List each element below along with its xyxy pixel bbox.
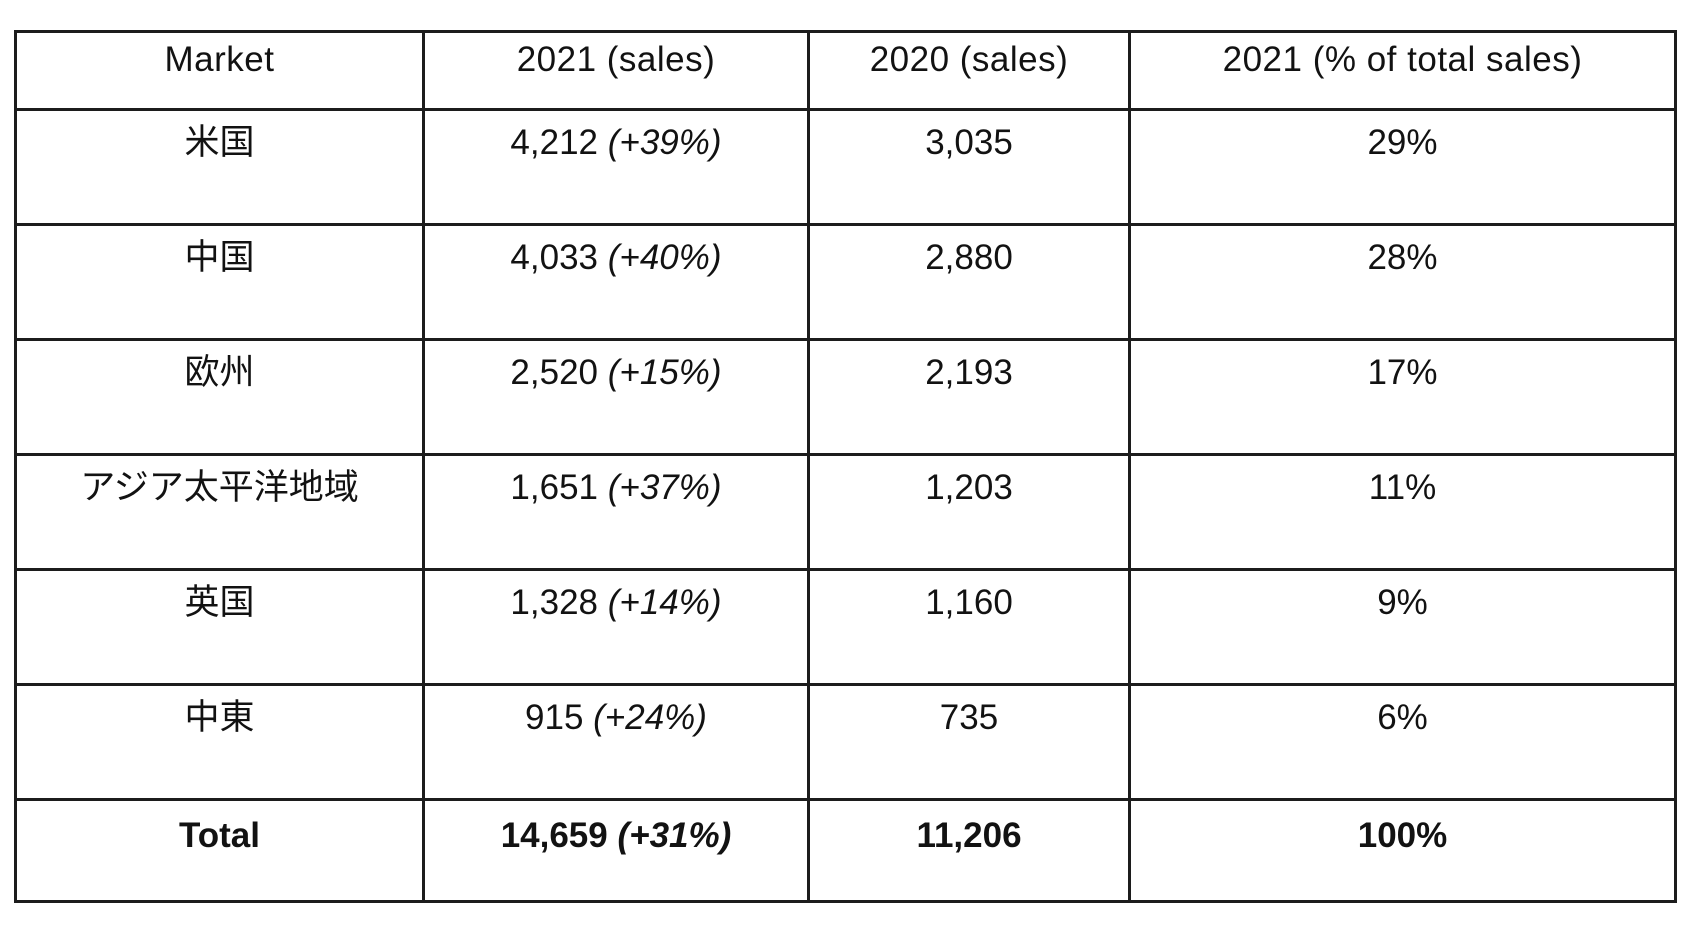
total-sales-2021-cell: 14,659 (+31%) bbox=[422, 798, 810, 903]
sales-2020-cell: 2,193 bbox=[807, 338, 1131, 456]
market-cell: 米国 bbox=[14, 108, 425, 226]
pct-total-cell: 28% bbox=[1128, 223, 1677, 341]
sales-2021-value: 2,520 bbox=[510, 353, 599, 392]
sales-2020-cell: 735 bbox=[807, 683, 1131, 801]
sales-2021-value: 1,328 bbox=[510, 583, 599, 622]
change-2021-value: (+24%) bbox=[593, 698, 707, 737]
market-cell: 欧州 bbox=[14, 338, 425, 456]
pct-total-cell: 29% bbox=[1128, 108, 1677, 226]
table-row-uk: 英国 1,328 (+14%) 1,160 9% bbox=[14, 568, 1677, 686]
sales-2021-cell: 915 (+24%) bbox=[422, 683, 810, 801]
column-header-market: Market bbox=[14, 30, 425, 111]
change-2021-value: (+39%) bbox=[607, 123, 722, 162]
sales-2020-cell: 3,035 bbox=[807, 108, 1131, 226]
page: Market 2021 (sales) 2020 (sales) 2021 (%… bbox=[0, 30, 1688, 945]
table-row-us: 米国 4,212 (+39%) 3,035 29% bbox=[14, 108, 1677, 226]
change-2021-value: (+15%) bbox=[607, 353, 722, 392]
sales-2021-cell: 1,651 (+37%) bbox=[422, 453, 810, 571]
column-header-2021-pct-of-total: 2021 (% of total sales) bbox=[1128, 30, 1677, 111]
market-cell: アジア太平洋地域 bbox=[14, 453, 425, 571]
column-header-2021-sales: 2021 (sales) bbox=[422, 30, 810, 111]
sales-2021-value: 4,033 bbox=[510, 238, 599, 277]
total-sales-2020-cell: 11,206 bbox=[807, 798, 1131, 903]
table-row-asia-pacific: アジア太平洋地域 1,651 (+37%) 1,203 11% bbox=[14, 453, 1677, 571]
total-change-2021-value: (+31%) bbox=[617, 816, 732, 855]
market-cell: 英国 bbox=[14, 568, 425, 686]
market-sales-table: Market 2021 (sales) 2020 (sales) 2021 (%… bbox=[14, 30, 1677, 903]
header-row: Market 2021 (sales) 2020 (sales) 2021 (%… bbox=[14, 30, 1677, 111]
table-row-total: Total 14,659 (+31%) 11,206 100% bbox=[14, 798, 1677, 903]
table-header: Market 2021 (sales) 2020 (sales) 2021 (%… bbox=[14, 30, 1677, 111]
column-header-2020-sales: 2020 (sales) bbox=[807, 30, 1131, 111]
sales-2021-cell: 1,328 (+14%) bbox=[422, 568, 810, 686]
table-row-china: 中国 4,033 (+40%) 2,880 28% bbox=[14, 223, 1677, 341]
change-2021-value: (+40%) bbox=[607, 238, 722, 277]
total-pct-cell: 100% bbox=[1128, 798, 1677, 903]
sales-2021-value: 1,651 bbox=[510, 468, 599, 507]
sales-2020-cell: 1,203 bbox=[807, 453, 1131, 571]
sales-2021-value: 4,212 bbox=[510, 123, 599, 162]
table-row-europe: 欧州 2,520 (+15%) 2,193 17% bbox=[14, 338, 1677, 456]
pct-total-cell: 17% bbox=[1128, 338, 1677, 456]
sales-2020-cell: 2,880 bbox=[807, 223, 1131, 341]
sales-2021-cell: 4,033 (+40%) bbox=[422, 223, 810, 341]
sales-2021-value: 915 bbox=[525, 698, 584, 737]
sales-2021-cell: 2,520 (+15%) bbox=[422, 338, 810, 456]
sales-2021-cell: 4,212 (+39%) bbox=[422, 108, 810, 226]
pct-total-cell: 9% bbox=[1128, 568, 1677, 686]
pct-total-cell: 11% bbox=[1128, 453, 1677, 571]
market-cell: 中国 bbox=[14, 223, 425, 341]
total-label-cell: Total bbox=[14, 798, 425, 903]
market-cell: 中東 bbox=[14, 683, 425, 801]
sales-2020-cell: 1,160 bbox=[807, 568, 1131, 686]
table-body: 米国 4,212 (+39%) 3,035 29% 中国 4,033 (+40%… bbox=[14, 108, 1677, 903]
table-row-middle-east: 中東 915 (+24%) 735 6% bbox=[14, 683, 1677, 801]
pct-total-cell: 6% bbox=[1128, 683, 1677, 801]
change-2021-value: (+37%) bbox=[607, 468, 722, 507]
change-2021-value: (+14%) bbox=[607, 583, 722, 622]
total-sales-2021-value: 14,659 bbox=[500, 816, 608, 855]
